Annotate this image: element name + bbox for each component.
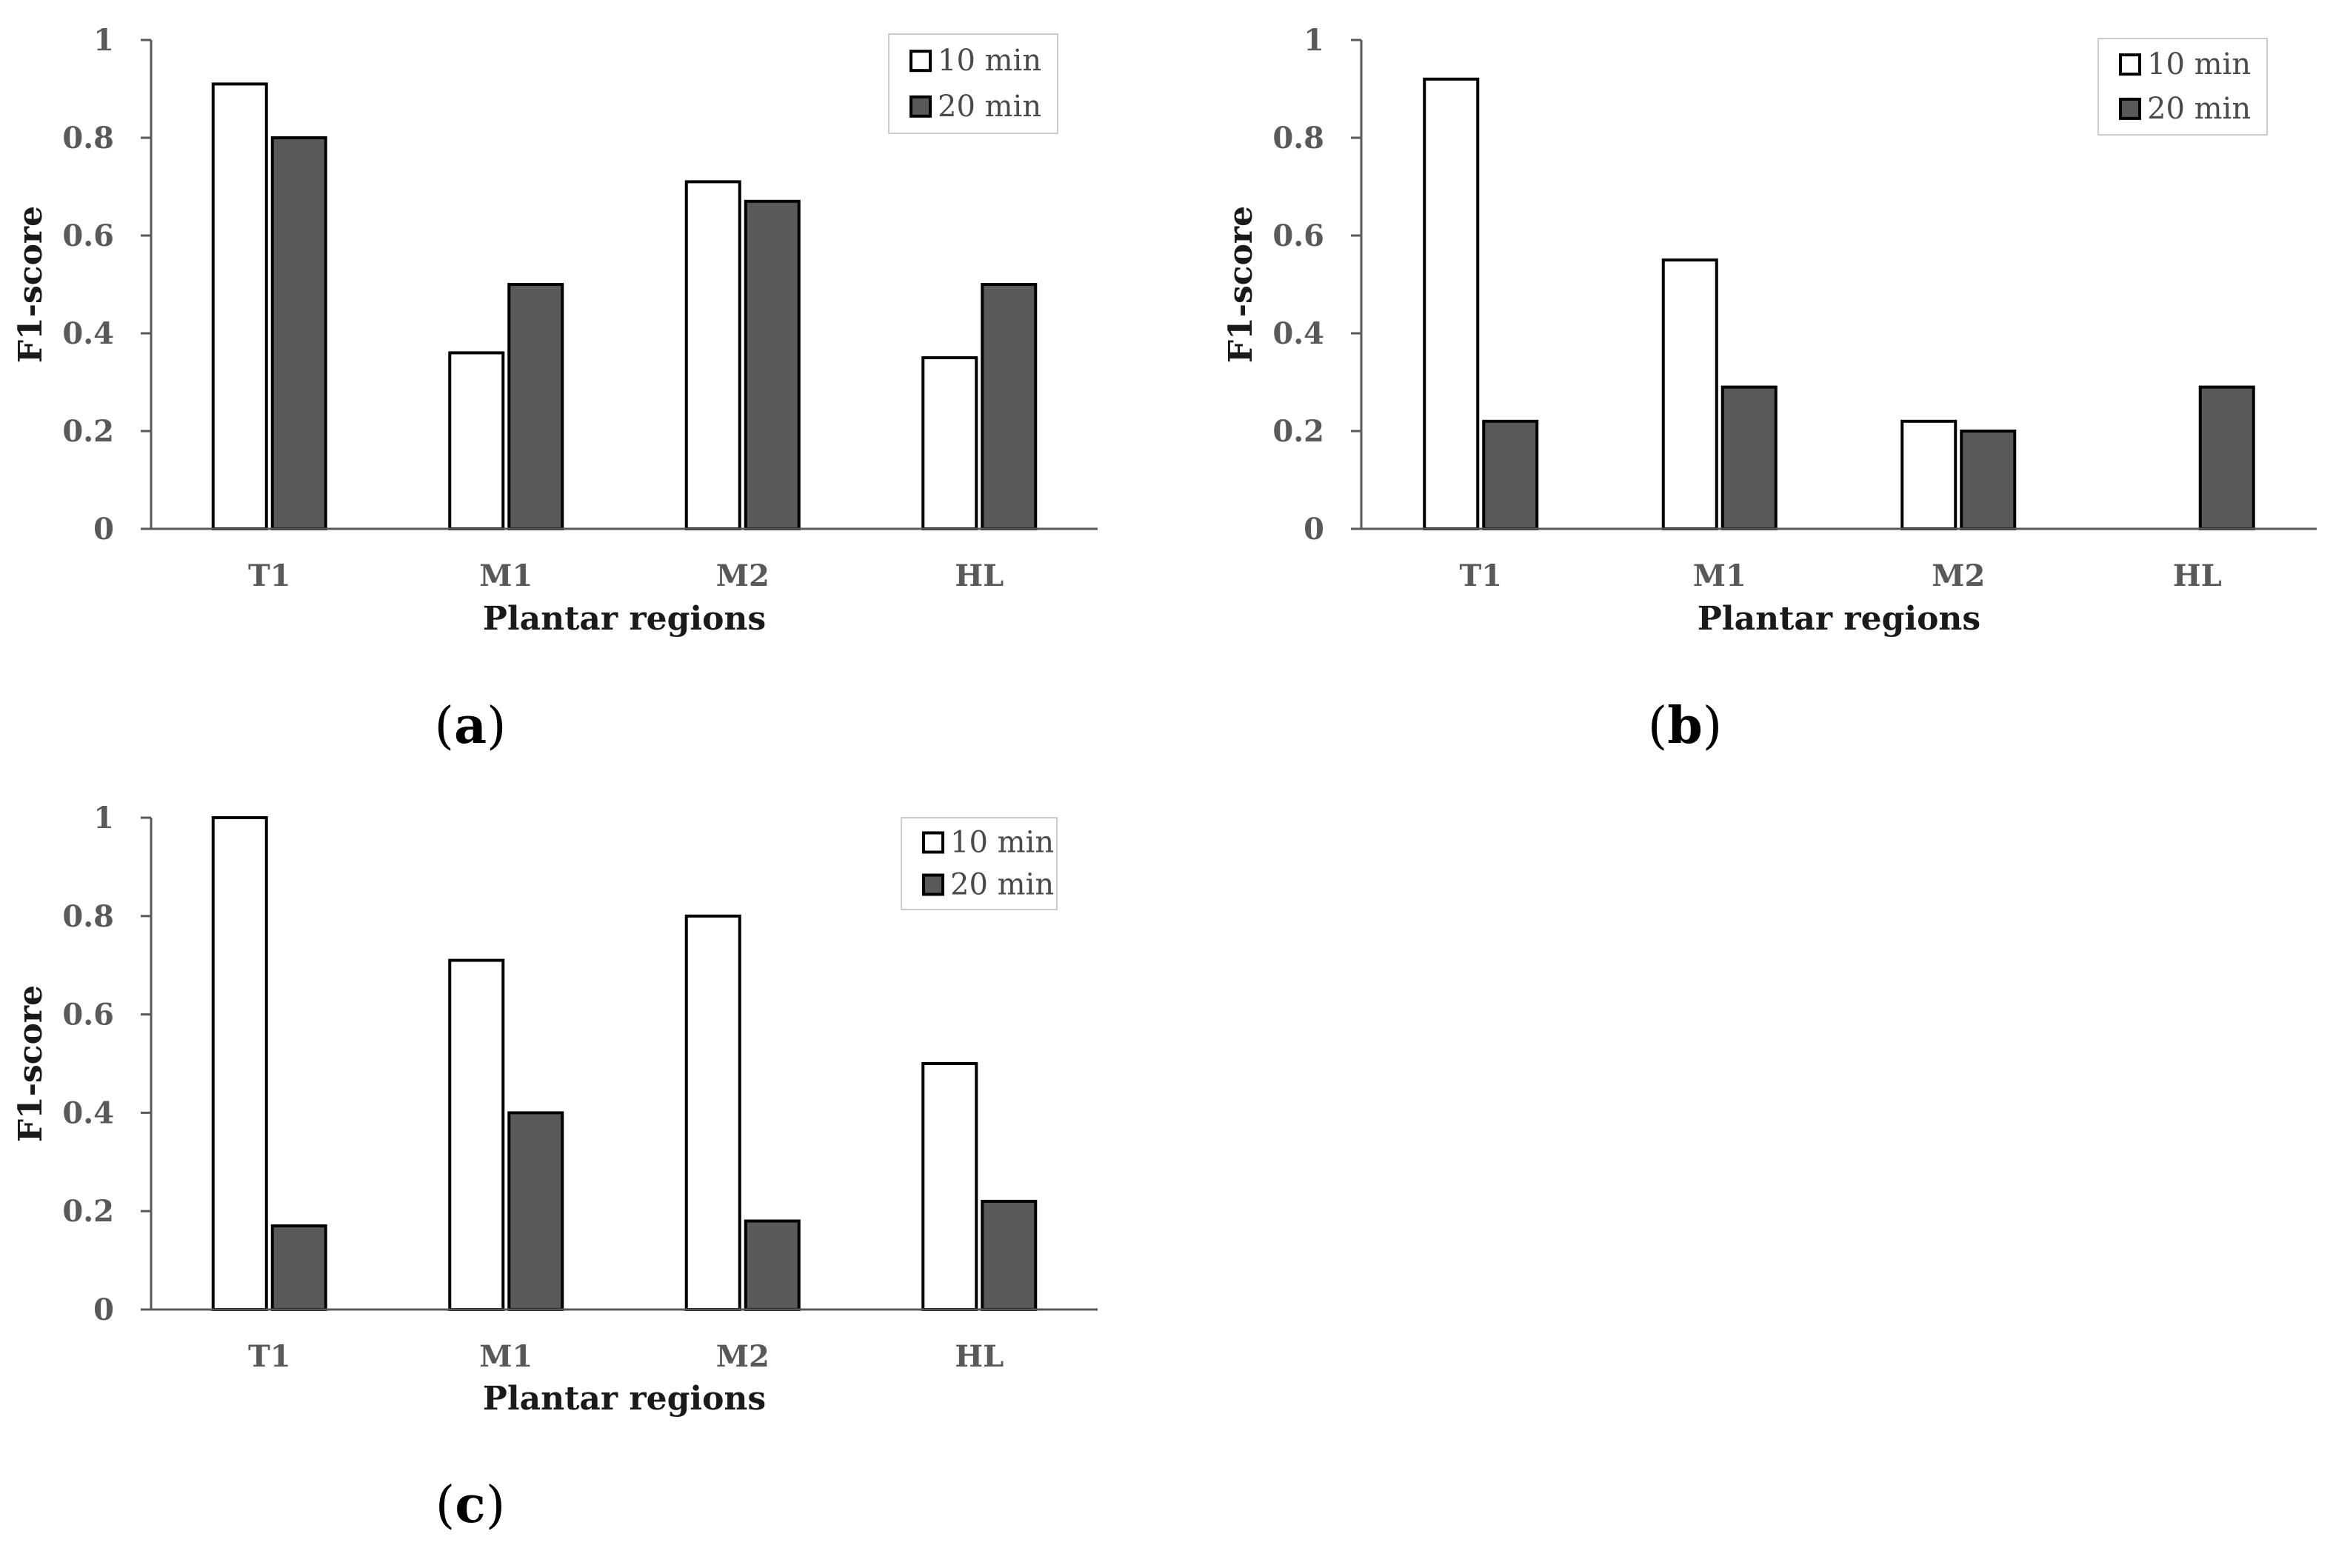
bar-t1-20min [270,136,327,530]
x-tick-label: M1 [479,558,533,593]
bar-hl-20min [2198,385,2255,530]
y-axis-title: F1-score [1222,206,1260,363]
bar-hl-20min [981,1199,1038,1312]
bar-t1-10min [211,816,268,1311]
legend-swatch-10min [2119,53,2141,76]
bar-m1-20min [507,1111,564,1312]
x-tick-label: T1 [248,1339,291,1374]
panel-label: (a) [434,696,506,755]
x-axis-title: Plantar regions [1698,600,1980,638]
y-tick-label: 0.8 [62,899,114,934]
chart-panel-a: 0 0.2 0.4 0.6 0.8 1 T1 M1 M2 HL Plantar regions F1-… [12,23,1098,755]
bar-m2-10min [1900,419,1957,530]
bar-m1-10min [448,351,505,530]
bar-t1-10min [1423,77,1480,531]
legend-label: 20 min [2147,92,2251,126]
y-axis-title: F1-score [12,206,50,363]
y-tick-label: 0.6 [62,218,114,253]
bar-t1-20min [270,1224,327,1311]
legend-label: 20 min [950,868,1054,902]
bar-hl-20min [981,283,1038,530]
chart-panel-b: 0 0.2 0.4 0.6 0.8 1 T1 M1 M2 HL Plantar regions F1-… [1222,23,2317,755]
legend: 10 min 20 min [2097,38,2268,136]
x-tick-label: M1 [1693,558,1746,593]
x-tick-label: M2 [716,1339,770,1374]
y-tick-label: 0.2 [62,1194,114,1229]
legend: 10 min 20 min [901,817,1058,910]
legend-swatch-20min [922,873,944,896]
bar-t1-10min [211,82,268,530]
legend-label: 20 min [938,90,1041,124]
y-tick-label: 0.4 [62,316,114,351]
x-tick-label: HL [955,1339,1004,1374]
y-tick-label: 0.4 [62,1095,114,1130]
x-tick-label: HL [955,558,1004,593]
bar-m2-20min [744,1219,801,1311]
bar-m1-10min [1661,258,1718,530]
bar-hl-10min [921,356,978,530]
x-tick-label: T1 [1459,558,1502,593]
y-tick-label: 0.4 [1272,316,1324,351]
legend-label: 10 min [950,825,1054,859]
x-axis-title: Plantar regions [483,600,766,638]
x-tick-label: M2 [1932,558,1985,593]
bar-hl-10min [921,1062,978,1311]
bar-m2-20min [1960,430,2017,530]
legend: 10 min 20 min [888,33,1058,134]
y-tick-label: 0.2 [1272,414,1324,449]
legend-swatch-10min [922,831,944,854]
x-tick-label: M2 [716,558,770,593]
y-tick-label: 0.6 [1272,218,1324,253]
y-tick-label: 0.8 [1272,121,1324,156]
bar-m1-10min [448,958,505,1312]
legend-swatch-10min [909,50,932,73]
y-tick-label: 0.2 [62,414,114,449]
panel-label: (c) [435,1475,505,1535]
y-tick-label: 0.6 [62,998,114,1032]
bar-m2-20min [744,199,801,530]
x-tick-label: T1 [248,558,291,593]
y-tick-label: 1 [93,801,114,835]
x-axis-title: Plantar regions [483,1380,766,1418]
bar-m2-10min [684,914,741,1312]
bar-m2-10min [684,180,741,530]
x-tick-label: M1 [479,1339,533,1374]
y-tick-label: 1 [93,23,114,58]
legend-swatch-20min [2119,97,2141,120]
legend-label: 10 min [938,44,1041,78]
y-tick-label: 0.8 [62,121,114,156]
bar-m1-20min [507,283,564,530]
panel-label: (b) [1648,696,1723,755]
bar-m1-20min [1720,385,1778,530]
y-tick-label: 1 [1304,23,1324,58]
x-tick-label: HL [2173,558,2222,593]
legend-label: 10 min [2147,47,2251,81]
y-tick-label: 0 [93,512,114,547]
y-axis-title: F1-score [12,985,50,1142]
chart-panel-c: 0 0.2 0.4 0.6 0.8 1 T1 M1 M2 HL Plantar regions F1-… [12,801,1098,1535]
legend-swatch-20min [909,95,932,118]
y-tick-label: 0 [1304,512,1324,547]
y-tick-label: 0 [93,1292,114,1327]
bar-t1-20min [1482,419,1539,530]
